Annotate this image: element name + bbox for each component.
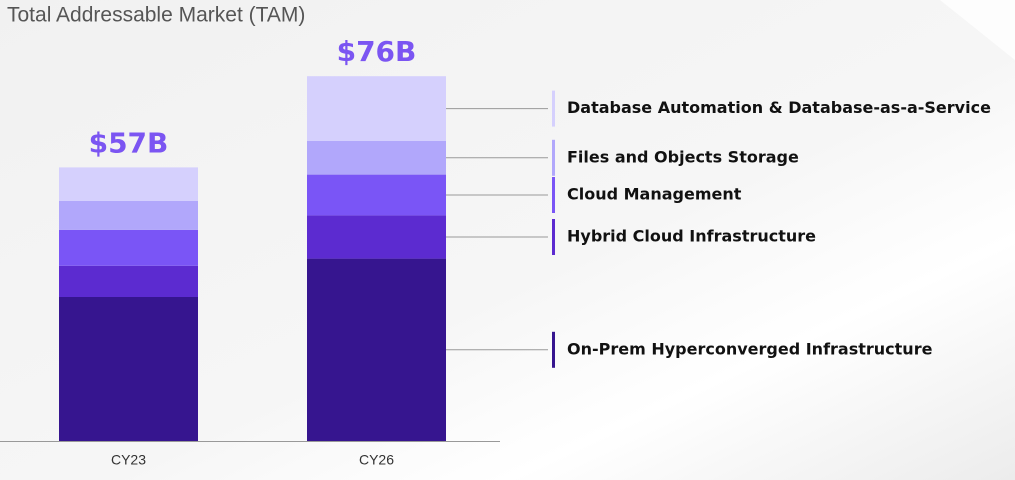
bar-segment [307,215,446,259]
bar-segment [307,141,446,175]
bar-segment [59,167,198,201]
legend-label: On-Prem Hyperconverged Infrastructure [567,339,933,358]
chart-title: Total Addressable Market (TAM) [7,4,305,27]
legend-swatch [552,139,555,176]
total-label: $57B [89,126,169,159]
legend-swatch [552,331,555,368]
bar-segment [307,76,446,141]
legend-swatch [552,219,555,255]
bar-segment [59,201,198,230]
bar-segment [307,174,446,216]
legend-label: Cloud Management [567,185,742,204]
total-label: $76B [337,35,417,68]
legend-swatch [552,90,555,127]
x-tick-label: CY23 [111,452,146,468]
bar-segment [307,258,446,441]
legend-swatch [552,177,555,213]
bar-segment [59,229,198,266]
legend-label: Database Automation & Database-as-a-Serv… [567,98,991,117]
bar-segment [59,297,198,441]
legend-label: Files and Objects Storage [567,147,799,166]
legend-label: Hybrid Cloud Infrastructure [567,227,816,246]
bar-segment [59,265,198,297]
background-accent [940,0,1015,60]
x-tick-label: CY26 [359,452,394,468]
